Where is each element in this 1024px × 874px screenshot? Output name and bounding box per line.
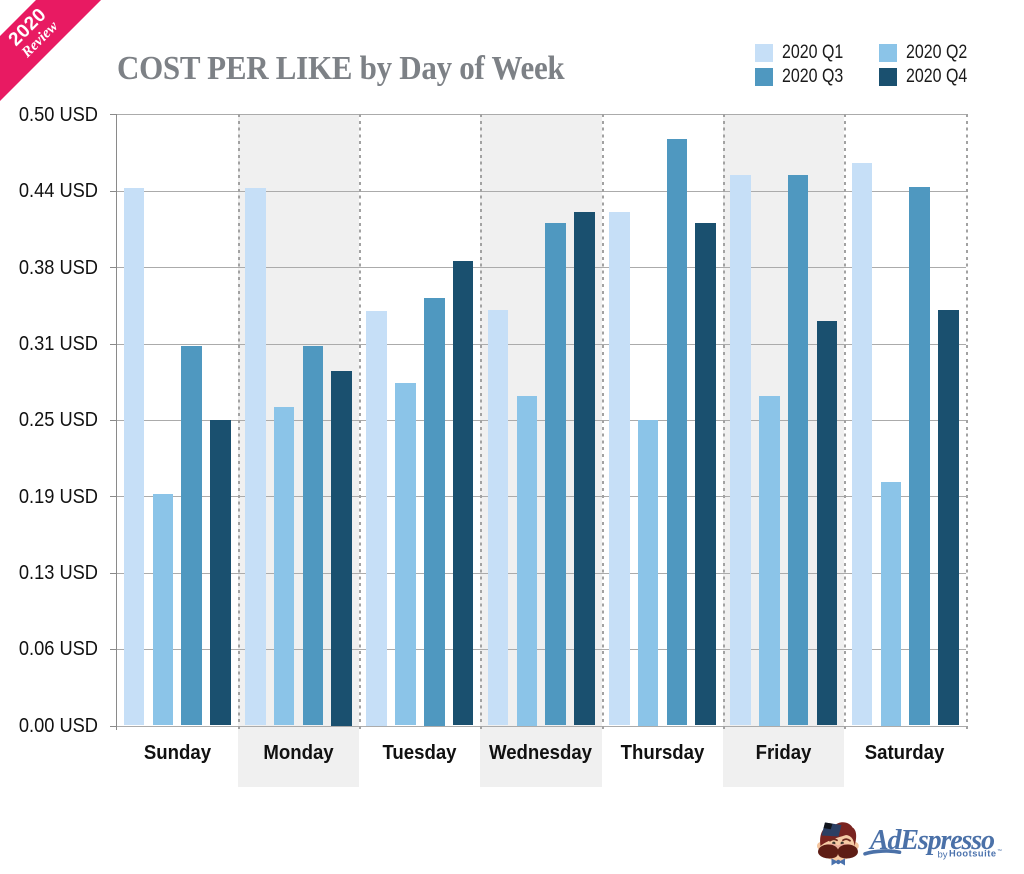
svg-text:Hootsuite: Hootsuite xyxy=(949,849,996,859)
svg-text:by: by xyxy=(938,849,948,860)
svg-text:™: ™ xyxy=(997,849,1002,855)
